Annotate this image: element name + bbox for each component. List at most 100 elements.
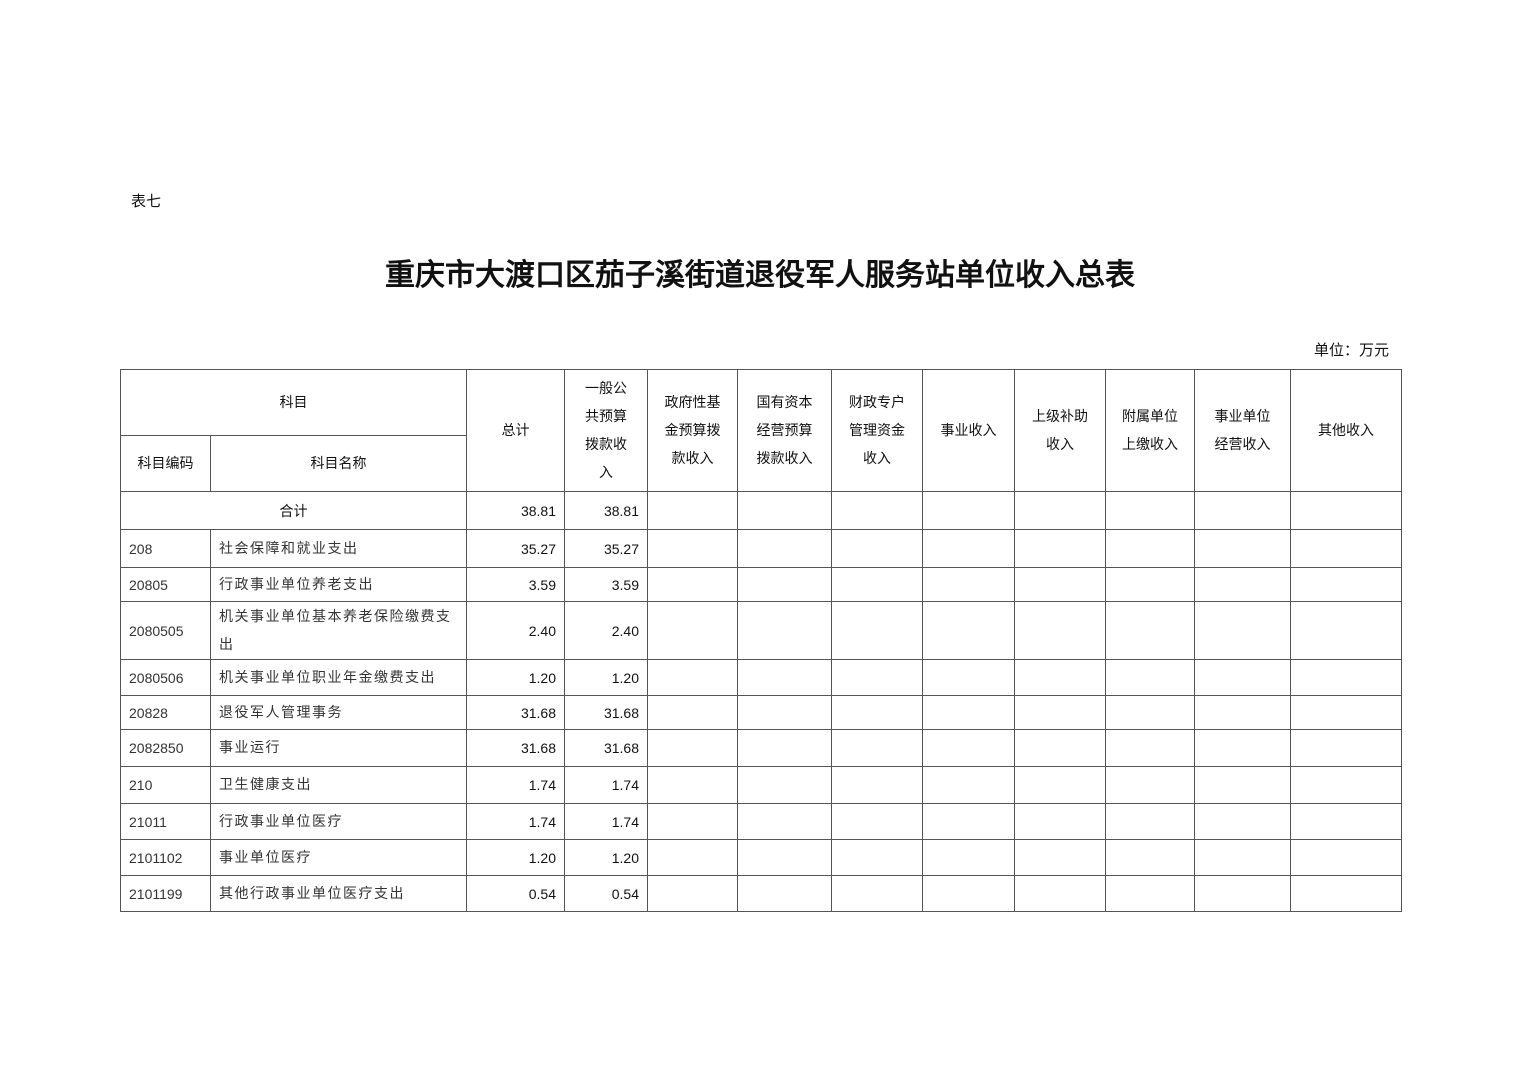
empty-cell [831,695,923,730]
row-total: 1.74 [466,803,565,840]
header-business: 事业收入 [922,369,1015,492]
empty-cell [1194,659,1291,696]
empty-cell [1194,766,1291,804]
empty-cell [737,567,832,602]
empty-cell [647,839,738,876]
empty-cell [1105,839,1195,876]
income-table: 科目 总计 一般公共预算拨款收入 政府性基金预算拨款收入 国有资本经营预算拨款收… [120,369,1402,912]
row-code: 2080506 [120,659,211,696]
empty-cell [737,729,832,767]
empty-cell [831,875,923,912]
empty-cell [1290,659,1402,696]
empty-cell [1014,695,1106,730]
empty-cell [1290,766,1402,804]
empty-cell [1105,803,1195,840]
empty-cell [1014,766,1106,804]
empty-cell [922,839,1015,876]
empty-cell [647,567,738,602]
row-total: 2.40 [466,601,565,660]
empty-cell [1194,839,1291,876]
empty-cell [647,659,738,696]
empty-cell [1194,729,1291,767]
table-row: 20805 行政事业单位养老支出 3.59 3.59 [120,567,1402,602]
row-total: 0.54 [466,875,565,912]
row-code: 20828 [120,695,211,730]
row-name: 卫生健康支出 [210,766,467,804]
empty-cell [737,875,832,912]
empty-cell [1014,529,1106,568]
empty-cell [1014,803,1106,840]
row-code: 21011 [120,803,211,840]
empty-cell [647,695,738,730]
empty-cell [1014,875,1106,912]
table-row: 2082850 事业运行 31.68 31.68 [120,729,1402,767]
header-subject: 科目 [120,369,467,436]
table-row: 2080505 机关事业单位基本养老保险缴费支出 2.40 2.40 [120,601,1402,660]
empty-cell [831,766,923,804]
empty-cell [1194,803,1291,840]
total-total: 38.81 [466,491,565,530]
header-state-capital: 国有资本经营预算拨款收入 [737,369,832,492]
empty-cell [922,766,1015,804]
row-total: 3.59 [466,567,565,602]
total-label: 合计 [120,491,467,530]
empty-cell [831,601,923,660]
row-name: 机关事业单位基本养老保险缴费支出 [210,601,467,660]
row-general: 3.59 [564,567,648,602]
row-code: 210 [120,766,211,804]
empty-cell [1105,529,1195,568]
empty-cell [1105,766,1195,804]
empty-cell [831,803,923,840]
row-general: 0.54 [564,875,648,912]
empty-cell [1194,875,1291,912]
row-total: 1.20 [466,659,565,696]
empty-cell [737,695,832,730]
empty-cell [1014,567,1106,602]
row-code: 208 [120,529,211,568]
empty-cell [647,529,738,568]
empty-cell [1105,601,1195,660]
empty-cell [1194,695,1291,730]
table-row: 210 卫生健康支出 1.74 1.74 [120,766,1402,804]
empty-cell [922,803,1015,840]
table-row: 2101102 事业单位医疗 1.20 1.20 [120,839,1402,876]
page-title: 重庆市大渡口区茄子溪街道退役军人服务站单位收入总表 [385,258,1135,293]
row-general: 1.74 [564,803,648,840]
empty-cell [1290,695,1402,730]
row-general: 1.20 [564,659,648,696]
empty-cell [737,601,832,660]
header-code: 科目编码 [120,435,211,492]
empty-cell [737,766,832,804]
row-name: 其他行政事业单位医疗支出 [210,875,467,912]
row-name: 退役军人管理事务 [210,695,467,730]
empty-cell [737,803,832,840]
table-row: 21011 行政事业单位医疗 1.74 1.74 [120,803,1402,840]
empty-cell [922,529,1015,568]
empty-cell [1290,567,1402,602]
empty-cell [922,729,1015,767]
header-affiliated: 附属单位上缴收入 [1105,369,1195,492]
empty-cell [1194,529,1291,568]
empty-cell [1290,839,1402,876]
row-code: 20805 [120,567,211,602]
empty-cell [831,839,923,876]
empty-cell [831,659,923,696]
row-general: 31.68 [564,729,648,767]
row-total: 35.27 [466,529,565,568]
empty-cell [922,567,1015,602]
empty-cell [647,766,738,804]
empty-cell [1105,695,1195,730]
row-name: 社会保障和就业支出 [210,529,467,568]
empty-cell [1290,601,1402,660]
header-name: 科目名称 [210,435,467,492]
row-name: 事业运行 [210,729,467,767]
header-total: 总计 [466,369,565,492]
empty-cell [1194,567,1291,602]
empty-cell [831,729,923,767]
empty-cell [1014,839,1106,876]
total-general: 38.81 [564,491,648,530]
empty-cell [831,529,923,568]
empty-cell [737,839,832,876]
empty-cell [1290,729,1402,767]
empty-cell [647,729,738,767]
